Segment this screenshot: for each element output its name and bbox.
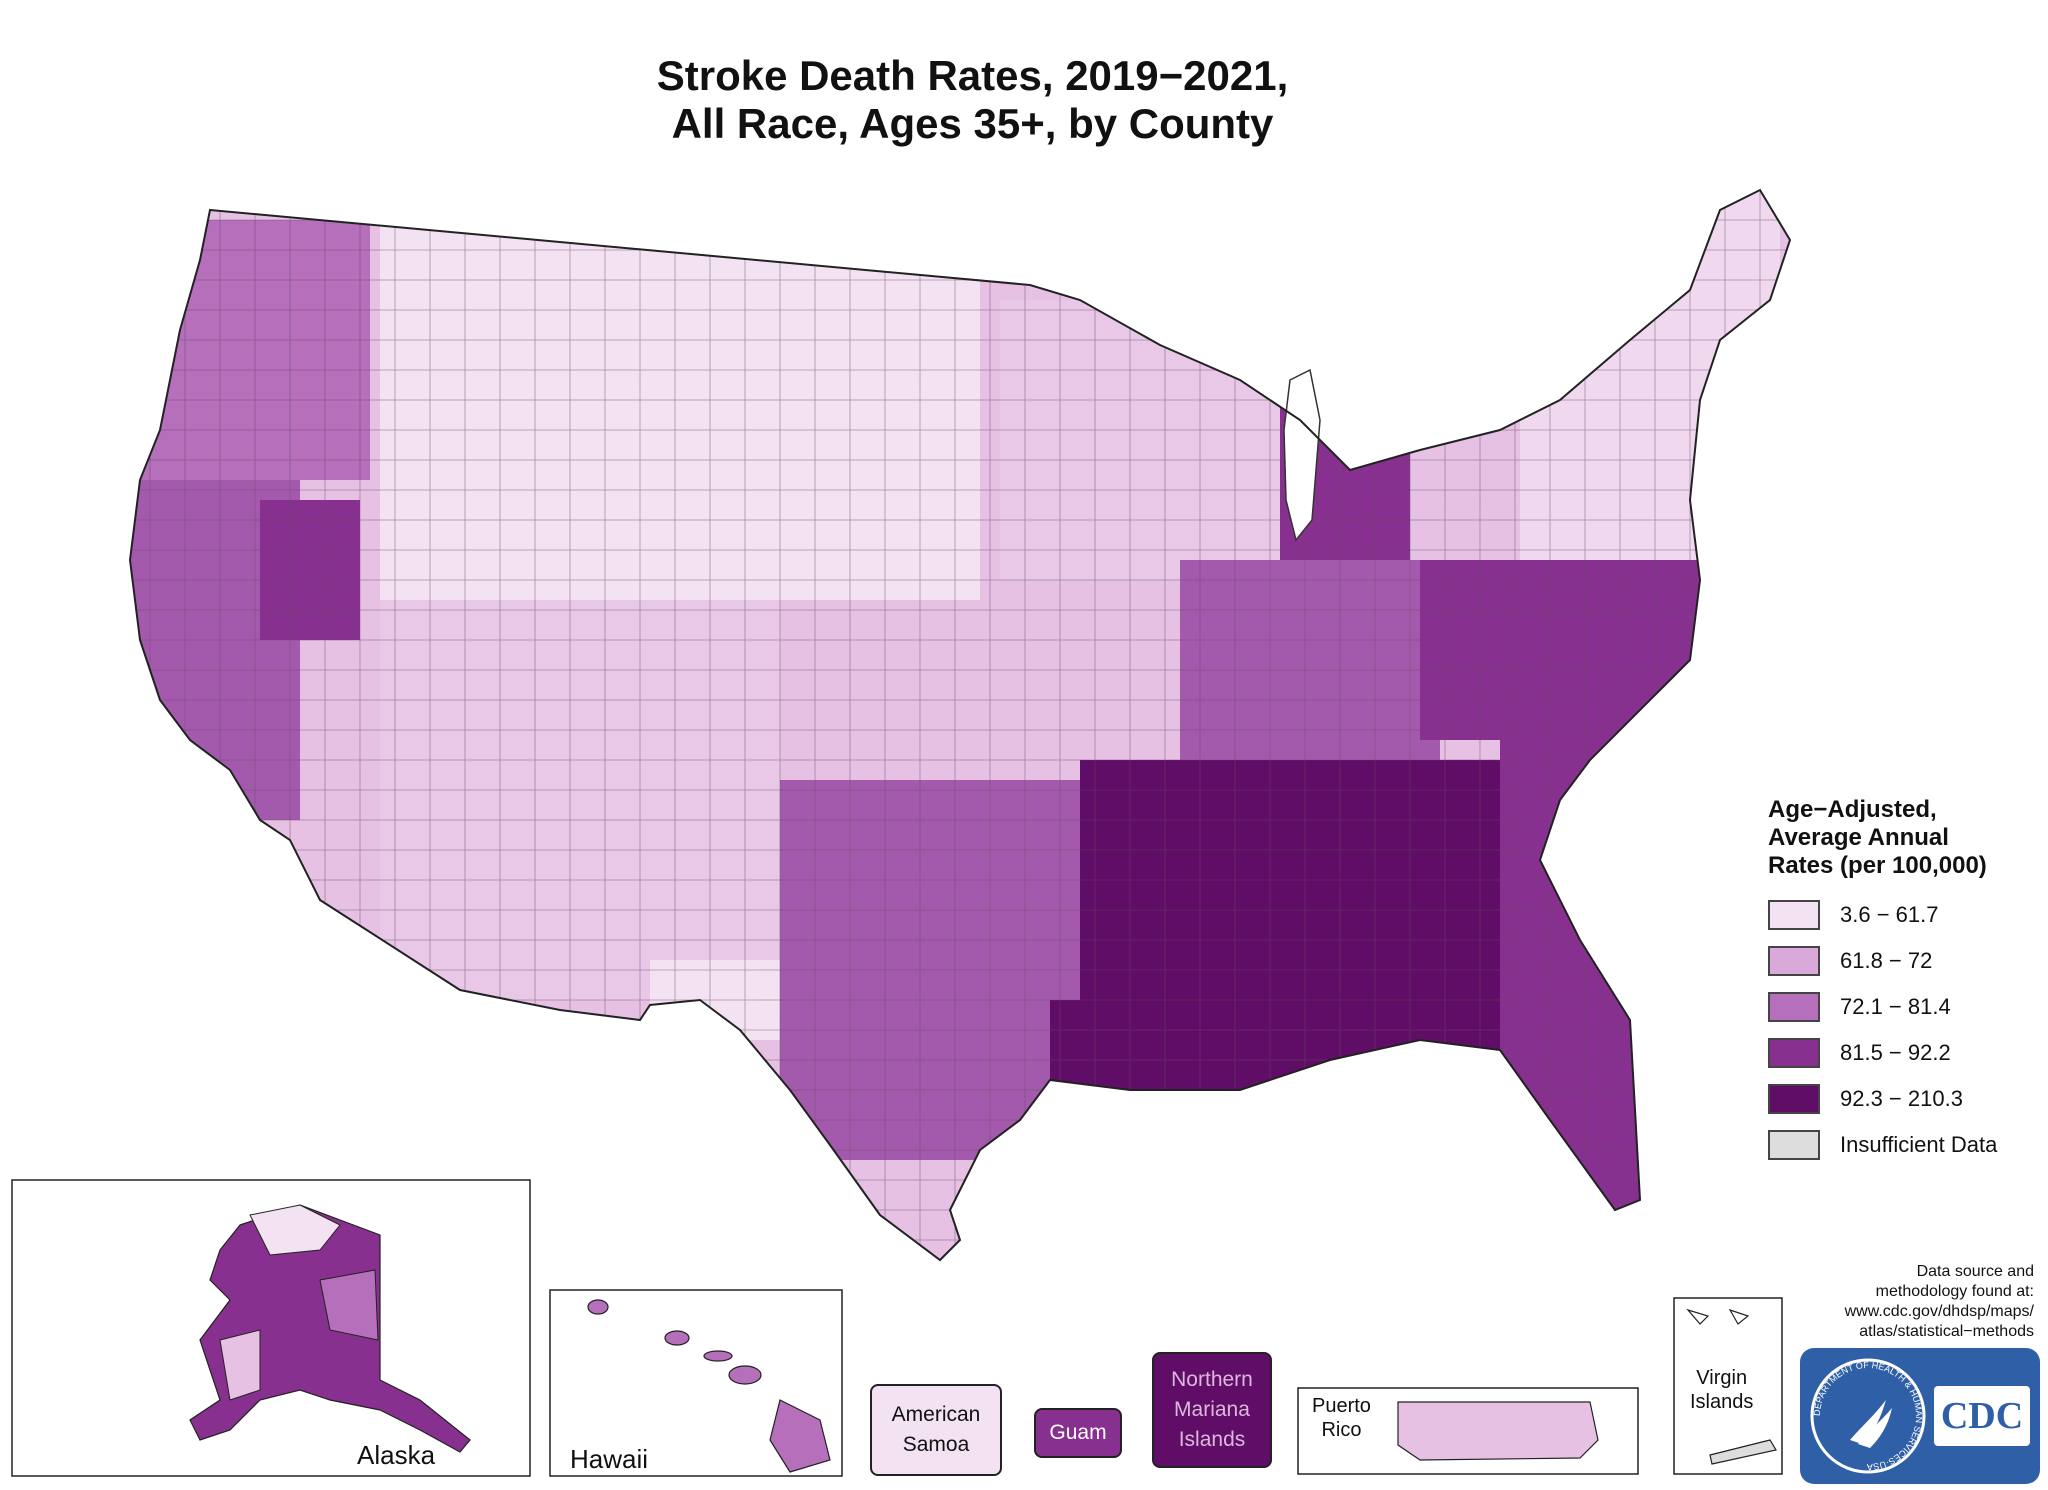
legend-title: Age−Adjusted, Average Annual Rates (per … xyxy=(1768,796,2038,880)
legend-title-line-2: Average Annual xyxy=(1768,824,1949,851)
legend-item: 72.1 − 81.4 xyxy=(1768,990,2038,1024)
alaska-north-slope xyxy=(249,1204,341,1256)
american-samoa-box: American Samoa xyxy=(870,1384,1002,1476)
alaska-southwest xyxy=(219,1329,261,1401)
hawaii-islands xyxy=(587,1299,831,1473)
st-croix-shape xyxy=(1709,1439,1777,1465)
legend-swatch xyxy=(1768,1130,1820,1160)
legend-swatch xyxy=(1768,1084,1820,1114)
legend-label: 72.1 − 81.4 xyxy=(1840,994,1951,1019)
legend-swatch xyxy=(1768,992,1820,1022)
legend-label: 92.3 − 210.3 xyxy=(1840,1086,1963,1111)
puerto-rico-shape xyxy=(1397,1401,1599,1461)
region-northeast xyxy=(1520,190,1780,600)
legend-item: 81.5 − 92.2 xyxy=(1768,1036,2038,1070)
virgin-islands-label: Virgin Islands xyxy=(1690,1367,1754,1413)
alaska-interior xyxy=(319,1269,379,1341)
county-boundaries xyxy=(130,190,1790,1260)
legend: Age−Adjusted, Average Annual Rates (per … xyxy=(1768,796,2038,1174)
cdc-logo: DEPARTMENT OF HEALTH & HUMAN SERVICES·US… xyxy=(1800,1348,2040,1484)
map-title-line-2: All Race, Ages 35+, by County xyxy=(671,100,1274,147)
map-title: Stroke Death Rates, 2019−2021, All Race,… xyxy=(0,52,1945,148)
hawaii-label: Hawaii xyxy=(570,1444,649,1474)
puerto-rico-label: Puerto Rico xyxy=(1312,1395,1371,1441)
lake-michigan xyxy=(1283,368,1321,542)
legend-title-line-3: Rates (per 100,000) xyxy=(1768,852,1987,879)
region-upper-midwest xyxy=(1000,300,1280,580)
legend-swatch xyxy=(1768,900,1820,930)
legend-swatch xyxy=(1768,1038,1820,1068)
legend-swatch xyxy=(1768,946,1820,976)
legend-label: 81.5 − 92.2 xyxy=(1840,1040,1951,1065)
legend-label: 61.8 − 72 xyxy=(1840,948,1933,973)
region-pacific-northwest xyxy=(130,220,370,480)
legend-label: Insufficient Data xyxy=(1840,1132,1998,1157)
legend-label: 3.6 − 61.7 xyxy=(1840,902,1939,927)
legend-title-line-1: Age−Adjusted, xyxy=(1768,796,1937,823)
st-thomas-st-john-shape xyxy=(1686,1308,1750,1325)
legend-item: 61.8 − 72 xyxy=(1768,944,2038,978)
northern-mariana-islands-box: Northern Mariana Islands xyxy=(1152,1352,1272,1468)
guam-box: Guam xyxy=(1034,1408,1122,1458)
data-source-note: Data source and methodology found at: ww… xyxy=(1844,1263,2034,1340)
legend-item: 92.3 − 210.3 xyxy=(1768,1082,2038,1116)
legend-item: Insufficient Data xyxy=(1768,1128,2038,1162)
hhs-seal-icon: DEPARTMENT OF HEALTH & HUMAN SERVICES·US… xyxy=(1810,1358,2030,1474)
region-nevada-north xyxy=(260,500,360,640)
region-carolinas xyxy=(1500,700,1700,960)
legend-item: 3.6 − 61.7 xyxy=(1768,898,2038,932)
alaska-label: Alaska xyxy=(357,1440,436,1470)
cdc-wordmark: CDC xyxy=(1941,1395,2023,1437)
region-southwest xyxy=(380,600,780,1000)
map-title-line-1: Stroke Death Rates, 2019−2021, xyxy=(656,52,1289,99)
